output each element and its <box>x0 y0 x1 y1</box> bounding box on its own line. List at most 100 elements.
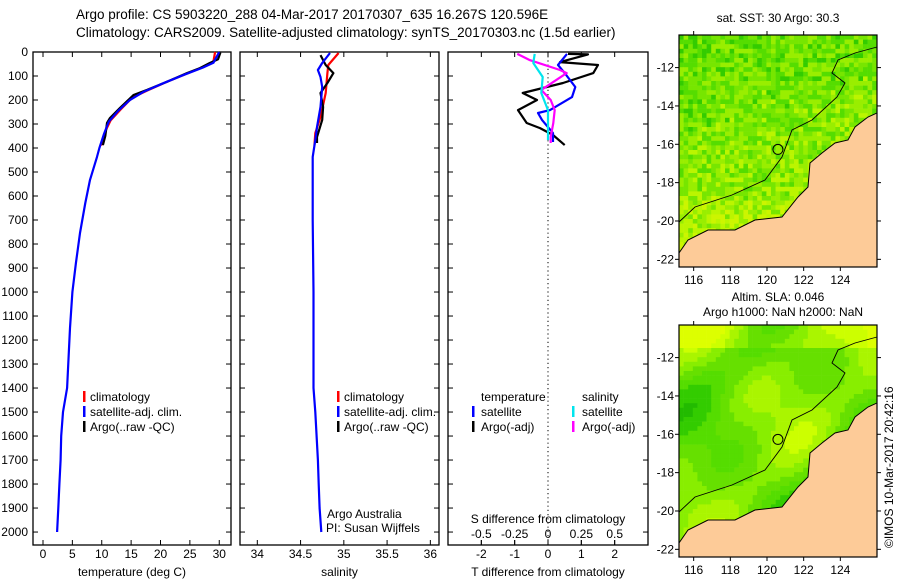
heatmap-cell <box>872 371 877 376</box>
heatmap-cell <box>697 430 703 436</box>
heatmap-cell <box>702 182 707 188</box>
heatmap-cell <box>766 348 772 353</box>
heatmap-cell <box>794 357 799 363</box>
heatmap-cell <box>692 108 698 114</box>
x-tick-label: 20 <box>154 547 168 561</box>
heatmap-cell <box>706 196 712 201</box>
heatmap-cell <box>679 375 684 381</box>
heatmap-cell <box>706 150 712 155</box>
heatmap-cell <box>803 329 809 335</box>
heatmap-cell <box>761 145 767 151</box>
heatmap-cell <box>761 67 767 73</box>
heatmap-cell <box>738 375 744 381</box>
heatmap-cell <box>743 168 749 174</box>
heatmap-cell <box>688 394 694 399</box>
heatmap-cell <box>729 48 735 54</box>
heatmap-cell <box>821 44 827 50</box>
heatmap-cell <box>849 108 855 114</box>
heatmap-cell <box>853 71 859 77</box>
heatmap-cell <box>743 140 749 146</box>
heatmap-cell <box>826 35 832 40</box>
heatmap-cell <box>798 449 804 455</box>
heatmap-cell <box>761 486 767 491</box>
heatmap-cell <box>849 35 855 40</box>
heatmap-cell <box>702 421 707 427</box>
heatmap-cell <box>812 394 818 399</box>
heatmap-cell <box>830 329 836 335</box>
heatmap-cell <box>794 398 799 404</box>
heatmap-cell <box>849 407 855 413</box>
heatmap-cell <box>794 343 799 349</box>
heatmap-cell <box>752 81 758 86</box>
heatmap-cell <box>734 154 740 160</box>
heatmap-cell <box>803 398 809 404</box>
heatmap-cell <box>692 398 698 404</box>
heatmap-cell <box>844 81 850 86</box>
heatmap-cell <box>715 81 721 86</box>
heatmap-cell <box>688 467 694 473</box>
heatmap-cell <box>692 430 698 436</box>
heatmap-cell <box>766 352 772 358</box>
x2-tick-label: -0.25 <box>501 527 529 541</box>
heatmap-cell <box>734 67 740 73</box>
heatmap-cell <box>683 48 689 54</box>
heatmap-cell <box>853 407 859 413</box>
heatmap-cell <box>794 407 799 413</box>
heatmap-cell <box>752 463 758 468</box>
heatmap-cell <box>803 412 809 418</box>
heatmap-cell <box>803 463 809 468</box>
heatmap-cell <box>743 58 749 63</box>
heatmap-cell <box>692 159 698 165</box>
heatmap-cell <box>858 384 864 390</box>
heatmap-cell <box>853 343 859 349</box>
heatmap-cell <box>794 329 799 335</box>
heatmap-cell <box>752 499 758 505</box>
heatmap-cell <box>863 48 868 54</box>
heatmap-cell <box>863 380 868 386</box>
heatmap-cell <box>729 444 735 450</box>
heatmap-cell <box>743 35 749 40</box>
heatmap-cell <box>766 200 772 206</box>
heatmap-cell <box>725 407 730 413</box>
heatmap-cell <box>784 177 790 183</box>
heatmap-cell <box>683 486 689 491</box>
heatmap-cell <box>817 334 822 340</box>
heatmap-cell <box>702 430 707 436</box>
heatmap-cell <box>679 499 684 505</box>
heatmap-cell <box>798 62 804 68</box>
heatmap-cell <box>697 71 703 77</box>
heatmap-cell <box>702 398 707 404</box>
heatmap-cell <box>683 435 689 441</box>
heatmap-cell <box>679 421 684 427</box>
heatmap-cell <box>761 117 767 123</box>
heatmap-cell <box>715 463 721 468</box>
heatmap-cell <box>738 435 744 441</box>
heatmap-cell <box>688 140 694 146</box>
heatmap-cell <box>780 117 786 123</box>
heatmap-cell <box>679 81 684 86</box>
heatmap-cell <box>729 104 735 109</box>
heatmap-cell <box>780 329 786 335</box>
heatmap-cell <box>752 177 758 183</box>
heatmap-cell <box>757 113 763 119</box>
heatmap-cell <box>863 334 868 340</box>
heatmap-cell <box>807 371 813 376</box>
x-tick-label: 30 <box>213 547 227 561</box>
heatmap-cell <box>688 398 694 404</box>
heatmap-cell <box>771 53 776 59</box>
heatmap-cell <box>711 39 717 45</box>
heatmap-cell <box>821 127 827 132</box>
heatmap-cell <box>863 348 868 353</box>
heatmap-cell <box>784 163 790 169</box>
heatmap-cell <box>711 44 717 50</box>
heatmap-cell <box>784 426 790 432</box>
heatmap-cell <box>817 421 822 427</box>
heatmap-cell <box>688 453 694 459</box>
heatmap-cell <box>711 168 717 174</box>
heatmap-cell <box>725 380 730 386</box>
heatmap-cell <box>679 53 684 59</box>
heatmap-cell <box>697 85 703 91</box>
heatmap-cell <box>821 94 827 100</box>
heatmap-cell <box>798 476 804 482</box>
heatmap-cell <box>692 214 698 220</box>
